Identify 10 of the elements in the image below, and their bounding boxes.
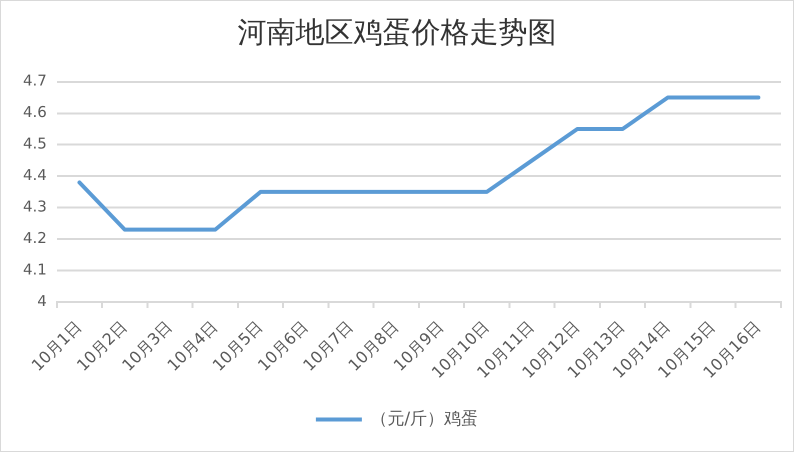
chart-title: 河南地区鸡蛋价格走势图 bbox=[238, 17, 556, 50]
y-tick-label: 4.3 bbox=[22, 198, 47, 216]
y-tick-label: 4.2 bbox=[22, 228, 47, 247]
y-tick-label: 4.7 bbox=[22, 72, 47, 90]
y-tick-label: 4.5 bbox=[22, 134, 47, 153]
y-tick-label: 4 bbox=[37, 292, 47, 310]
y-tick-label: 4.4 bbox=[22, 166, 47, 184]
y-tick-label: 4.1 bbox=[22, 260, 47, 278]
legend-label: （元/斤）鸡蛋 bbox=[370, 408, 478, 429]
y-tick-label: 4.6 bbox=[22, 103, 47, 122]
